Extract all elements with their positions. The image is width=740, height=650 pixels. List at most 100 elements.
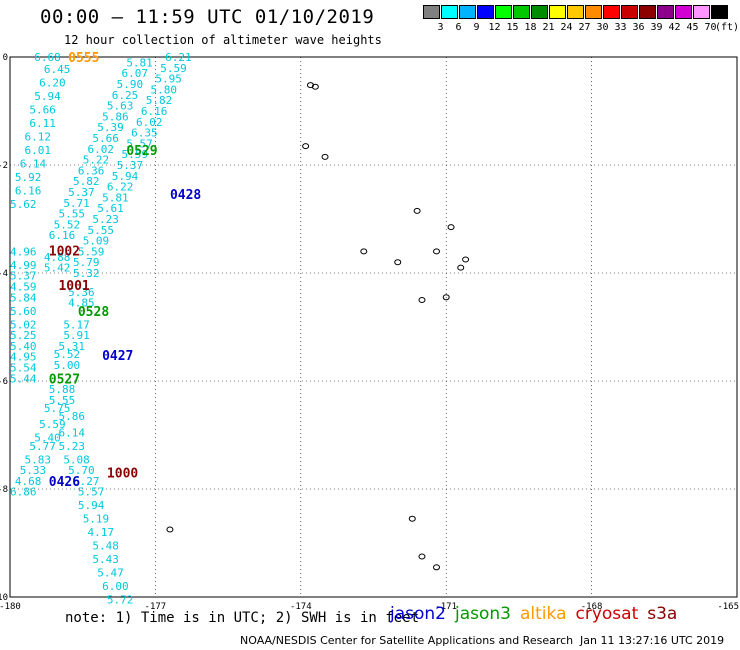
wave-height-label: 5.84 (10, 291, 37, 304)
color-scale-label: 24 (560, 22, 573, 33)
island-outline (462, 256, 470, 263)
color-swatch (513, 5, 530, 19)
wave-height-label: 5.80 (151, 83, 178, 96)
wave-height-label: 5.36 (68, 286, 95, 299)
island-outline (166, 526, 174, 533)
island-outline (360, 248, 368, 255)
color-swatch (621, 5, 638, 19)
wave-height-label: 5.09 (83, 235, 110, 248)
color-swatch (441, 5, 458, 19)
x-tick-label: -171 (435, 602, 457, 612)
wave-height-label: 6.20 (39, 76, 66, 89)
wave-height-label: 4.96 (10, 245, 37, 258)
satellite-legend-s3a: s3a (647, 604, 678, 624)
track-time-label: 0428 (170, 188, 201, 203)
track-time-label: 0427 (102, 349, 133, 364)
color-scale-label: 70 (704, 22, 717, 33)
wave-height-label: 5.70 (68, 464, 95, 477)
island-outline (447, 224, 455, 231)
wave-height-label: 6.07 (121, 67, 147, 80)
color-swatch (459, 5, 476, 19)
wave-height-label: 6.14 (58, 426, 85, 439)
island-outline (457, 264, 465, 271)
color-swatch (603, 5, 620, 19)
wave-height-label: 5.37 (10, 270, 37, 283)
wave-height-label: 5.94 (78, 499, 105, 512)
track-time-label: 0527 (49, 372, 80, 387)
wave-height-label: 5.23 (58, 440, 85, 453)
color-swatch (495, 5, 512, 19)
color-swatch (657, 5, 674, 19)
wave-height-label: 5.66 (29, 103, 55, 116)
wave-height-label: 5.52 (54, 348, 80, 361)
island-outline (302, 143, 310, 150)
color-swatch (549, 5, 566, 19)
wave-height-label: 6.01 (25, 144, 52, 157)
wave-height-label: 5.40 (34, 432, 61, 445)
wave-height-label: 5.81 (126, 56, 153, 69)
y-tick-label: -6 (0, 377, 8, 387)
wave-height-label: 5.57 (126, 137, 153, 150)
wave-height-label: 5.39 (97, 121, 124, 134)
x-tick-label: -168 (581, 602, 603, 612)
x-tick-label: -177 (145, 602, 167, 612)
wave-height-label: 6.86 (10, 486, 37, 499)
wave-height-label: 6.16 (141, 105, 168, 118)
y-tick-label: -8 (0, 485, 8, 495)
island-outline (413, 207, 421, 214)
timestamp-text: Jan 11 13:27:16 UTC 2019 (580, 634, 725, 647)
wave-height-label: 5.91 (63, 329, 90, 342)
wave-height-label: 4.17 (88, 526, 115, 539)
track-time-label: 0426 (49, 475, 80, 490)
wave-height-label: 5.42 (44, 262, 71, 275)
wave-height-label: 4.68 (15, 475, 41, 488)
island-outline (433, 564, 441, 571)
color-scale-label: 15 (506, 22, 519, 33)
island-outline (311, 83, 319, 90)
wave-height-label: 6.02 (136, 116, 163, 129)
wave-height-label: 5.17 (63, 318, 90, 331)
wave-height-label: 5.27 (73, 475, 100, 488)
chart-subtitle: 12 hour collection of altimeter wave hei… (64, 33, 382, 47)
color-swatch (531, 5, 548, 19)
satellite-legend-jason2: jason2 (390, 604, 446, 624)
color-swatch (423, 5, 440, 19)
wave-height-label: 5.59 (78, 245, 105, 258)
track-time-label: 1001 (58, 279, 89, 294)
track-time-label: 0528 (78, 305, 109, 320)
wave-height-label: 5.33 (20, 464, 47, 477)
wave-height-label: 5.47 (97, 567, 124, 580)
y-tick-label: -4 (0, 269, 8, 279)
wave-height-label: 5.37 (68, 186, 95, 199)
chart-title: 00:00 – 11:59 UTC 01/10/2019 (40, 6, 375, 28)
color-scale-label: 12 (488, 22, 501, 33)
wave-height-label: 6.45 (44, 63, 71, 76)
color-scale-label: 42 (668, 22, 681, 33)
wave-height-label: 4.59 (10, 281, 37, 294)
wave-height-label: 6.35 (131, 127, 158, 140)
satellite-legend-cryosat: cryosat (575, 604, 639, 624)
y-tick-label: -2 (0, 161, 8, 171)
wave-height-label: 5.66 (92, 132, 119, 145)
wave-height-label: 6.02 (88, 143, 115, 156)
color-swatch (585, 5, 602, 19)
wave-height-label: 5.94 (34, 90, 61, 103)
wave-height-label: 5.32 (73, 267, 100, 280)
wave-height-label: 5.59 (121, 148, 147, 161)
wave-height-label: 4.85 (68, 297, 95, 310)
color-scale-unit: (ft) (715, 22, 740, 33)
wave-height-label: 5.83 (25, 453, 52, 466)
wave-height-label: 5.23 (92, 213, 119, 226)
track-time-label: 0529 (126, 144, 157, 159)
wave-height-label: 5.90 (117, 78, 144, 91)
wave-height-label: 6.16 (15, 184, 41, 197)
wave-height-label: 6.36 (78, 164, 105, 177)
wave-height-label: 5.08 (63, 453, 90, 466)
wave-height-label: 5.37 (117, 159, 144, 172)
color-scale-label: 27 (578, 22, 591, 33)
color-swatch (639, 5, 656, 19)
wave-height-label: 5.59 (39, 418, 66, 431)
color-scale-label: 36 (632, 22, 645, 33)
wave-height-label: 5.02 (10, 318, 37, 331)
